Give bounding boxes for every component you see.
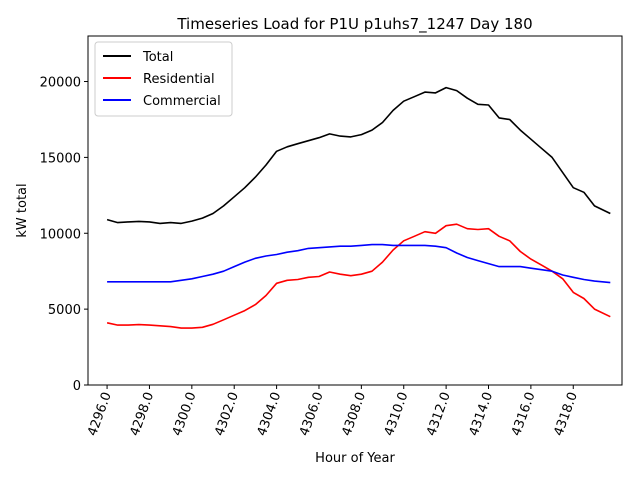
legend-label-total: Total: [142, 50, 173, 65]
y-axis-label: kW total: [15, 183, 30, 237]
y-tick-label: 10000: [40, 227, 81, 242]
legend: Total Residential Commercial: [94, 41, 233, 117]
x-tick-label: 4314.0: [467, 390, 497, 438]
plot-frame: [87, 35, 623, 386]
legend-box: [94, 41, 233, 117]
x-tick-label: 4308.0: [339, 390, 369, 438]
x-axis: 4296.0 4298.0 4300.0 4302.0 4304.0 4306.0 4308…: [85, 385, 581, 438]
x-tick-label: 4296.0: [85, 390, 115, 438]
y-tick-label: 20000: [40, 76, 81, 91]
x-axis-label: Hour of Year: [315, 451, 395, 466]
x-tick-label: 4300.0: [170, 390, 200, 438]
legend-label-residential: Residential: [143, 72, 215, 87]
series-lines: [106, 86, 611, 329]
x-tick-label: 4318.0: [551, 390, 581, 438]
x-tick-label: 4298.0: [128, 390, 158, 438]
x-tick-label: 4304.0: [255, 390, 285, 438]
legend-label-commercial: Commercial: [143, 94, 221, 109]
x-tick-label: 4306.0: [297, 390, 327, 438]
series-line-residential: [106, 223, 611, 329]
series-line-total: [106, 86, 611, 225]
x-tick-label: 4312.0: [424, 390, 454, 438]
y-axis: 0 5000 10000 15000 20000: [40, 76, 88, 394]
x-tick-label: 4310.0: [382, 390, 412, 438]
y-tick-label: 15000: [40, 151, 81, 166]
chart-title: Timeseries Load for P1U p1uhs7_1247 Day …: [176, 15, 532, 34]
x-tick-label: 4316.0: [509, 390, 539, 438]
y-tick-label: 0: [73, 379, 81, 394]
series-line-commercial: [107, 243, 611, 284]
x-tick-label: 4302.0: [212, 390, 242, 438]
y-tick-label: 5000: [48, 303, 81, 318]
